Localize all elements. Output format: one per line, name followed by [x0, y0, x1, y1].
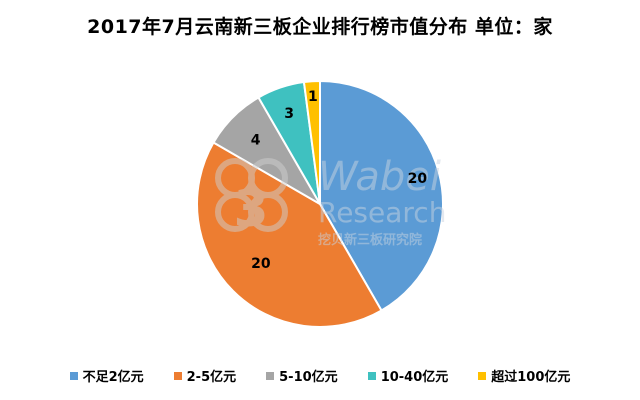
legend-swatch [266, 371, 275, 380]
slice-under-2 [319, 79, 444, 312]
chart-legend: 不足2亿元 2-5亿元 5-10亿元 10-40亿元 超过100亿元 [0, 366, 640, 385]
legend-label: 10-40亿元 [380, 370, 449, 385]
legend-item: 超过100亿元 [478, 366, 570, 385]
legend-swatch [69, 371, 78, 380]
legend-item: 10-40亿元 [367, 366, 449, 385]
legend-label: 2-5亿元 [186, 370, 237, 385]
slice-under-2-value-label: 20 [408, 171, 428, 187]
legend-label: 5-10亿元 [279, 370, 338, 385]
slice-10-40-value-label: 3 [284, 106, 294, 122]
legend-item: 不足2亿元 [69, 366, 144, 385]
slice-over-100-value-label: 1 [308, 89, 318, 105]
slice-2-5 [196, 141, 383, 328]
legend-item: 5-10亿元 [266, 366, 338, 385]
watermark-caption: 挖贝新三板研究院 [318, 232, 422, 248]
slice-over-100 [302, 79, 321, 205]
wabei-watermark: 3 Wabei Research 挖贝新三板研究院 [215, 154, 446, 248]
legend-label: 不足2亿元 [82, 370, 144, 385]
slice-2-5-value-label: 20 [251, 256, 271, 272]
pie-labels: 20 20 4 31 [251, 89, 428, 272]
legend-swatch [478, 371, 487, 380]
watermark-word-wabei: Wabei [318, 154, 441, 200]
slice-5-10-value-label: 4 [251, 133, 261, 149]
legend-swatch [173, 371, 182, 380]
chart-title: 2017年7月云南新三板企业排行榜市值分布 单位：家 [87, 16, 553, 38]
svg-text:3: 3 [234, 180, 269, 238]
legend-swatch [367, 371, 376, 380]
pie-slices [196, 79, 444, 328]
watermark-logo: 3 [215, 158, 288, 238]
watermark-word-research: Research [318, 196, 446, 229]
legend-label: 超过100亿元 [491, 370, 571, 385]
legend-item: 2-5亿元 [173, 366, 237, 385]
